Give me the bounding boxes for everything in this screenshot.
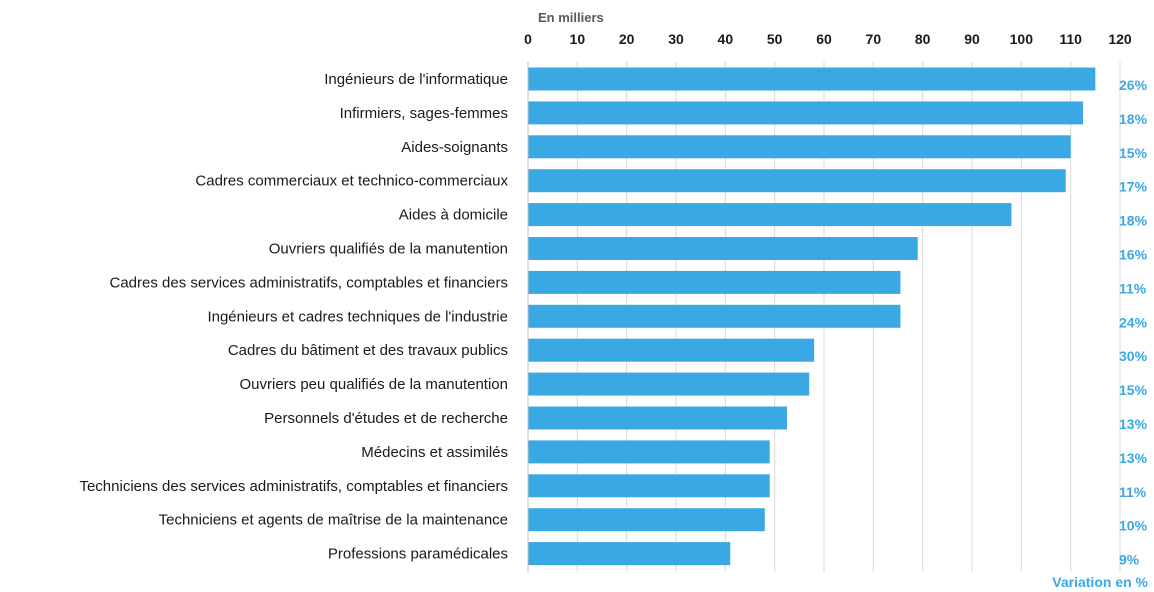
bar xyxy=(528,304,901,328)
bar xyxy=(528,338,815,362)
x-tick-label: 60 xyxy=(816,31,832,47)
x-tick-label: 20 xyxy=(619,31,635,47)
x-tick-label: 110 xyxy=(1059,31,1082,47)
bar xyxy=(528,203,1012,227)
category-label: Cadres des services administratifs, comp… xyxy=(110,274,509,291)
unit-label: En milliers xyxy=(538,10,604,25)
category-label: Techniciens des services administratifs,… xyxy=(79,478,508,495)
category-label: Aides à domicile xyxy=(399,207,508,224)
bar xyxy=(528,474,770,498)
bar xyxy=(528,67,1096,91)
bar xyxy=(528,372,810,396)
variation-title: Variation en % xyxy=(1052,574,1148,590)
category-labels: Ingénieurs de l'informatique Infirmiers, … xyxy=(79,71,508,563)
category-label: Cadres commerciaux et technico-commercia… xyxy=(195,173,508,190)
category-label: Cadres du bâtiment et des travaux public… xyxy=(228,342,508,359)
variation-label: 18% xyxy=(1119,213,1148,229)
bar xyxy=(528,270,901,294)
variation-label: 18% xyxy=(1119,111,1148,127)
category-label: Médecins et assimilés xyxy=(361,444,508,461)
variation-label: 30% xyxy=(1119,348,1148,364)
bar xyxy=(528,169,1066,193)
category-label: Ouvriers qualifiés de la manutention xyxy=(269,241,508,258)
variation-label: 13% xyxy=(1119,450,1148,466)
variation-labels: 26% 18% 15% 17% 18% 16% 11% 24% 30% 15% 13% 13% 11% 1… xyxy=(1119,77,1148,568)
variation-label: 11% xyxy=(1119,280,1147,296)
category-label: Professions paramédicales xyxy=(328,546,508,563)
x-tick-label: 30 xyxy=(668,31,684,47)
variation-label: 26% xyxy=(1119,77,1148,93)
bar xyxy=(528,101,1083,125)
bar xyxy=(528,508,765,532)
category-label: Personnels d'études et de recherche xyxy=(264,410,508,427)
bar xyxy=(528,542,731,566)
variation-label: 13% xyxy=(1119,416,1148,432)
variation-label: 10% xyxy=(1119,518,1148,534)
category-label: Aides-soignants xyxy=(401,139,508,156)
x-tick-label: 90 xyxy=(964,31,980,47)
bar xyxy=(528,237,918,260)
x-tick-label: 40 xyxy=(718,31,734,47)
x-tick-label: 80 xyxy=(915,31,931,47)
x-tick-label: 50 xyxy=(767,31,783,47)
variation-label: 16% xyxy=(1119,247,1148,263)
bars xyxy=(528,67,1096,566)
category-label: Ingénieurs et cadres techniques de l'ind… xyxy=(207,308,508,325)
category-label: Ouvriers peu qualifiés de la manutention xyxy=(240,376,509,393)
variation-label: 17% xyxy=(1119,179,1148,195)
bar xyxy=(528,406,787,430)
variation-label: 24% xyxy=(1119,314,1148,330)
category-label: Ingénieurs de l'informatique xyxy=(324,71,508,88)
x-tick-label: 100 xyxy=(1010,31,1034,47)
x-tick-labels: 0 10 20 30 40 50 60 70 80 90 100 110 120 xyxy=(524,31,1132,47)
bar xyxy=(528,440,770,464)
x-tick-label: 10 xyxy=(570,31,586,47)
x-tick-label: 0 xyxy=(524,31,532,47)
variation-label: 15% xyxy=(1119,382,1148,398)
variation-label: 15% xyxy=(1119,145,1148,161)
x-tick-label: 70 xyxy=(866,31,882,47)
variation-label: 11% xyxy=(1119,484,1147,500)
category-label: Techniciens et agents de maîtrise de la … xyxy=(159,512,508,529)
category-label: Infirmiers, sages-femmes xyxy=(340,105,508,122)
x-tick-label: 120 xyxy=(1108,31,1132,47)
bar xyxy=(528,135,1071,159)
variation-label: 9% xyxy=(1119,552,1140,568)
